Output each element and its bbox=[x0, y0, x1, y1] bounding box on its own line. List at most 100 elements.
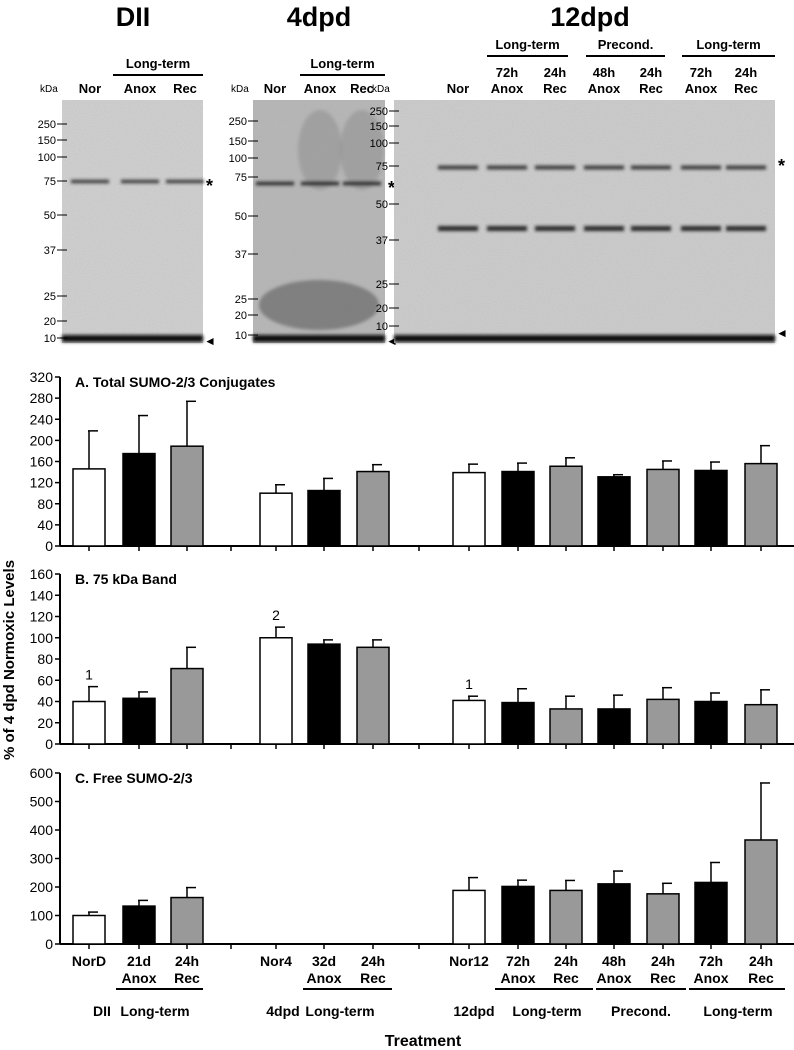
y-tick-label: 320 bbox=[30, 369, 54, 385]
panel-title: C. Free SUMO-2/3 bbox=[75, 770, 193, 786]
x-tick-label: 72h bbox=[506, 953, 530, 969]
lane-label: 72h bbox=[496, 65, 518, 80]
protein-band bbox=[631, 165, 671, 170]
y-tick-label: 600 bbox=[30, 765, 54, 781]
bar bbox=[646, 893, 680, 945]
blot-title: DII bbox=[116, 2, 151, 32]
lane-label: Anox bbox=[124, 81, 157, 96]
marker-label-75: 75 bbox=[376, 161, 388, 173]
y-tick-label: 280 bbox=[30, 390, 54, 406]
group-label: Long-term bbox=[305, 1003, 374, 1019]
bar bbox=[646, 468, 680, 547]
western-blots: DII kDa 250 150 100 75 50 37 25 20 10 Nor Anox Rec Lon… bbox=[38, 2, 788, 348]
marker-label-75: 75 bbox=[44, 176, 56, 188]
y-tick-label: 40 bbox=[37, 517, 53, 533]
kda-label: kDa bbox=[231, 84, 249, 95]
y-tick-label: 100 bbox=[30, 908, 54, 924]
group-label: Precond. bbox=[611, 1003, 671, 1019]
bar bbox=[452, 471, 486, 547]
smear bbox=[259, 280, 379, 330]
x-tick-label: 24h bbox=[175, 953, 199, 969]
y-tick-label: 160 bbox=[30, 454, 54, 470]
bar bbox=[122, 905, 156, 945]
protein-band-free-sumo bbox=[253, 335, 385, 342]
bar bbox=[744, 462, 778, 547]
bar bbox=[694, 881, 728, 945]
protein-band bbox=[726, 226, 766, 231]
y-tick-label: 500 bbox=[30, 794, 54, 810]
group-label: Long-term bbox=[120, 1003, 189, 1019]
lane-label: 48h bbox=[593, 65, 615, 80]
protein-band bbox=[584, 226, 624, 231]
y-tick-label: 0 bbox=[45, 538, 53, 554]
bar bbox=[452, 699, 486, 745]
bar bbox=[501, 885, 535, 945]
marker-label-37: 37 bbox=[235, 249, 247, 261]
bar bbox=[72, 700, 106, 745]
marker-label-100: 100 bbox=[229, 153, 247, 165]
bar bbox=[549, 465, 583, 547]
bar bbox=[72, 914, 106, 945]
band-arrow-marker: ◄ bbox=[386, 334, 398, 348]
bar bbox=[501, 470, 535, 547]
lane-label: Anox bbox=[491, 81, 524, 96]
x-tick-label: 48h bbox=[602, 953, 626, 969]
lane-label: Rec bbox=[639, 81, 663, 96]
group-label: Long-term bbox=[512, 1003, 581, 1019]
bar bbox=[597, 883, 631, 945]
protein-band bbox=[681, 165, 721, 170]
x-tick-label: 21d bbox=[127, 953, 151, 969]
x-tick-label: 72h bbox=[699, 953, 723, 969]
bracket-label: Long-term bbox=[310, 56, 374, 71]
significance-label: 1 bbox=[465, 676, 473, 692]
bar bbox=[307, 643, 341, 745]
marker-label-50: 50 bbox=[376, 199, 388, 211]
protein-band bbox=[487, 226, 527, 231]
y-tick-label: 80 bbox=[37, 496, 53, 512]
lane-label: Nor bbox=[264, 81, 286, 96]
protein-band bbox=[301, 181, 339, 186]
x-tick-label: Anox bbox=[122, 970, 157, 986]
lane-label: Rec bbox=[543, 81, 567, 96]
group-prefix: 12dpd bbox=[453, 1003, 494, 1019]
blot-panel-dii: DII kDa 250 150 100 75 50 37 25 20 10 Nor Anox Rec Lon… bbox=[38, 2, 216, 348]
protein-band bbox=[535, 226, 575, 231]
marker-label-37: 37 bbox=[44, 245, 56, 257]
protein-band bbox=[256, 181, 294, 186]
bar bbox=[170, 896, 204, 945]
protein-band bbox=[166, 179, 204, 184]
bar bbox=[597, 708, 631, 745]
x-tick-label: 24h bbox=[651, 953, 675, 969]
blot-texture bbox=[394, 100, 775, 343]
marker-label-10: 10 bbox=[235, 330, 247, 342]
protein-band bbox=[343, 181, 381, 186]
marker-label-250: 250 bbox=[370, 106, 388, 118]
marker-label-50: 50 bbox=[44, 210, 56, 222]
x-tick-label: Rec bbox=[174, 970, 200, 986]
protein-band bbox=[535, 165, 575, 170]
smear bbox=[340, 110, 384, 190]
y-tick-label: 200 bbox=[30, 879, 54, 895]
y-tick-label: 120 bbox=[30, 475, 54, 491]
band-star-marker: * bbox=[778, 156, 785, 176]
bar bbox=[356, 470, 390, 547]
marker-label-150: 150 bbox=[229, 136, 247, 148]
marker-label-50: 50 bbox=[235, 211, 247, 223]
marker-label-37: 37 bbox=[376, 235, 388, 247]
smear bbox=[298, 110, 342, 190]
group-prefix: DII bbox=[93, 1003, 111, 1019]
protein-band bbox=[681, 226, 721, 231]
y-tick-label: 140 bbox=[30, 587, 54, 603]
bar bbox=[694, 700, 728, 745]
marker-label-75: 75 bbox=[235, 172, 247, 184]
marker-label-20: 20 bbox=[235, 310, 247, 322]
lane-label: 24h bbox=[640, 65, 662, 80]
y-tick-label: 120 bbox=[30, 609, 54, 625]
bar bbox=[646, 698, 680, 745]
protein-band bbox=[438, 226, 478, 231]
bar bbox=[307, 489, 341, 547]
kda-label: kDa bbox=[372, 84, 390, 95]
bar bbox=[122, 697, 156, 745]
